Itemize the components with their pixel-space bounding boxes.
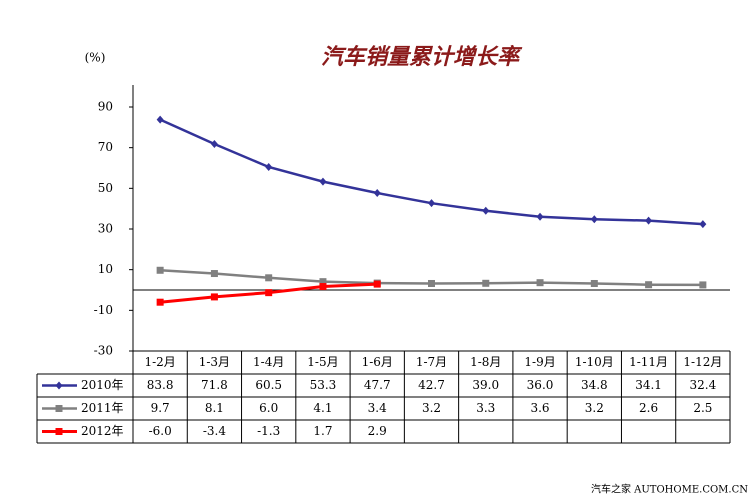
unit-label: (%) (85, 51, 106, 65)
value-label: 2.9 (368, 424, 387, 438)
value-label: 39.0 (472, 378, 499, 392)
value-label: 2.6 (639, 401, 658, 415)
value-label: 47.7 (364, 378, 391, 392)
x-tick-label: 1-4月 (253, 355, 284, 369)
y-tick-label: 30 (98, 222, 113, 236)
y-tick-label: 90 (98, 100, 113, 114)
x-tick-label: 1-6月 (362, 355, 393, 369)
x-tick-label: 1-3月 (199, 355, 230, 369)
point (210, 140, 218, 149)
x-tick-label: 1-8月 (470, 355, 501, 369)
point (590, 279, 598, 287)
legend-marker (55, 428, 63, 435)
point (590, 215, 598, 224)
y-tick-label: 50 (98, 181, 113, 195)
value-label: 60.5 (255, 378, 282, 392)
point (428, 199, 435, 208)
point (210, 293, 218, 301)
point (536, 279, 544, 287)
y-tick-label: -10 (94, 303, 113, 317)
y-tick-label: -30 (94, 344, 113, 358)
value-label: 34.8 (581, 378, 608, 392)
value-label: 34.1 (635, 378, 662, 392)
value-label: -1.3 (257, 424, 280, 438)
value-label: 3.6 (530, 401, 549, 415)
value-label: -6.0 (149, 424, 172, 438)
point (482, 279, 490, 287)
point (319, 177, 327, 186)
point (156, 115, 164, 124)
value-label: -3.4 (203, 424, 227, 438)
point (699, 220, 707, 229)
point (373, 189, 381, 198)
point (156, 298, 164, 306)
point (265, 274, 273, 282)
point (265, 162, 273, 171)
point (319, 278, 327, 286)
chart-title: 汽车销量累计增长率 (321, 44, 523, 70)
point (319, 283, 327, 291)
x-tick-label: 1-7月 (416, 355, 447, 369)
point (536, 212, 544, 221)
y-tick-label: 70 (98, 140, 113, 154)
x-tick-label: 1-12月 (683, 355, 722, 369)
x-tick-label: 1-2月 (144, 355, 175, 369)
legend-marker (55, 381, 63, 390)
value-label: 2.5 (693, 401, 712, 415)
value-label: 9.7 (151, 401, 170, 415)
x-tick-label: 1-9月 (524, 355, 555, 369)
legend-label: 2012年 (81, 424, 124, 438)
point (265, 289, 273, 297)
point (210, 270, 218, 278)
legend-label: 2011年 (81, 401, 124, 415)
series-line (159, 118, 703, 226)
value-label: 3.3 (476, 401, 495, 415)
point (428, 279, 435, 287)
value-label: 6.0 (259, 401, 278, 415)
legend-marker (55, 405, 63, 412)
value-label: 8.1 (205, 401, 224, 415)
y-tick-label: 10 (98, 262, 113, 276)
point (373, 280, 381, 288)
legend-label: 2010年 (81, 378, 124, 392)
value-label: 3.2 (585, 401, 604, 415)
x-tick-label: 1-5月 (307, 355, 338, 369)
value-label: 42.7 (418, 378, 445, 392)
point (156, 266, 164, 274)
point (645, 216, 653, 225)
value-label: 53.3 (310, 378, 337, 392)
value-label: 36.0 (527, 378, 554, 392)
value-label: 3.2 (422, 401, 441, 415)
value-label: 71.8 (201, 378, 228, 392)
point (482, 206, 490, 215)
value-label: 83.8 (147, 378, 174, 392)
point (699, 281, 707, 289)
watermark: 汽车之家 AUTOHOME.COM.CN (591, 483, 748, 496)
x-tick-label: 1-11月 (629, 355, 668, 369)
value-label: 3.4 (368, 401, 387, 415)
point (645, 281, 653, 289)
value-label: 4.1 (313, 401, 332, 415)
x-tick-label: 1-10月 (575, 355, 614, 369)
value-label: 32.4 (690, 378, 717, 392)
value-label: 1.7 (313, 424, 332, 438)
